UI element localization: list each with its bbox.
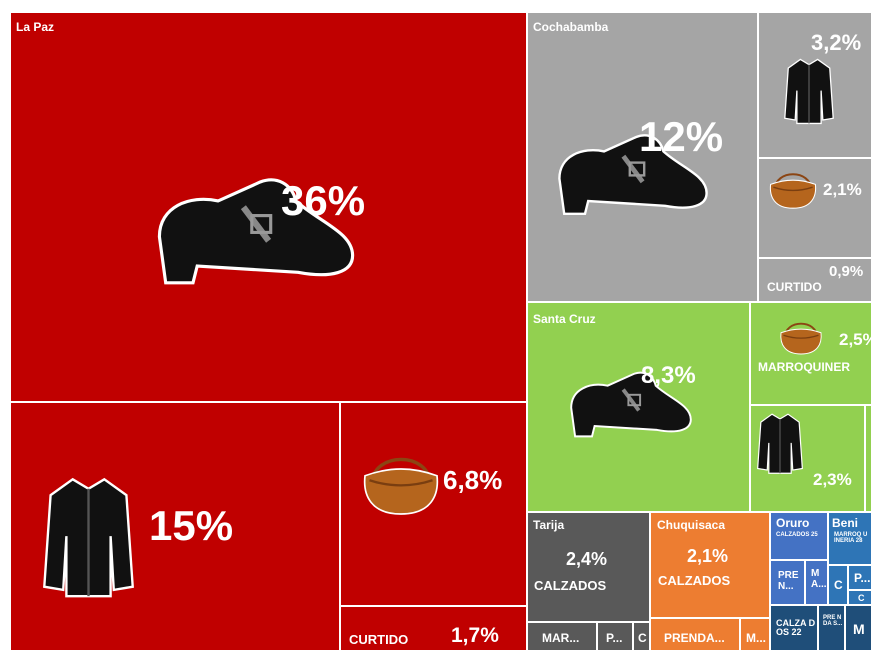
leaf-label: CALZA DOS 22 [776,619,816,638]
treemap-cell: M A... [805,560,828,605]
group-name: Beni [832,516,858,530]
treemap-chart: 36% 15% 6,8% 1,7% CURTIDO 12% 3,2% 2,1% 0,9% CURT… [0,0,872,651]
leaf-label: C [638,632,647,645]
value-label: 12% [639,115,723,159]
value-label: 3,2% [811,31,861,54]
treemap-cell: 8,3% [527,302,750,512]
leaf-label: M A... [811,569,827,590]
treemap-cell: 12% [527,12,758,302]
group-name: Oruro [776,516,809,530]
leaf-label: P... [854,572,870,585]
value-label: 2,3% [813,471,852,489]
group-name: Cochabamba [533,20,608,34]
leaf-label: CALZADOS 25 [776,532,821,538]
value-label: 2,5% [839,331,872,349]
group-name: Tarija [533,518,564,532]
bag-icon [356,451,446,519]
leaf-label: MARROQUINER [758,361,850,374]
leaf-label: P... [606,632,622,645]
treemap-cell: P... [597,622,633,651]
treemap-cell: 36% [10,12,527,402]
group-name: Chuquisaca [657,518,725,532]
leaf-label: C [834,579,843,592]
value-label: 2,4% [566,550,607,569]
treemap-cell: P... [848,565,872,590]
leaf-label: M [853,622,865,637]
leaf-label: CALZADOS [658,574,730,588]
treemap-cell [865,405,872,512]
leaf-label: CALZADOS [534,579,606,593]
treemap-cell: 0,9% CURTIDO [758,258,872,302]
treemap-cell: C [828,565,848,605]
treemap-cell: M [845,605,872,651]
leaf-label: CURTIDO [767,281,822,294]
leaf-label: MAR... [542,632,579,645]
leaf-label: CURTIDO [349,633,408,647]
bag-icon [765,169,821,211]
bag-icon [776,319,826,357]
value-label: 1,7% [451,625,499,647]
value-label: 2,1% [823,181,862,199]
group-name: Santa Cruz [533,312,596,326]
group-name: La Paz [16,20,54,34]
treemap-cell: MAR... [527,622,597,651]
value-label: 0,9% [829,264,863,280]
treemap-cell: 3,2% [758,12,872,158]
treemap-cell: 2,3% [750,405,865,512]
value-label: 2,1% [687,547,728,566]
treemap-cell: M... [740,618,770,651]
treemap-cell: 2,1% [758,158,872,258]
leaf-label: PRE NDA S... [823,615,843,628]
jacket-icon [783,56,835,125]
value-label: 36% [281,179,365,223]
treemap-cell: PRENDA... [650,618,740,651]
treemap-cell: C [633,622,650,651]
treemap-cell: CALZA DOS 22 [770,605,818,651]
treemap-cell: 2,5% MARROQUINER [750,302,872,405]
treemap-cell: PRE N... [770,560,805,605]
value-label: 15% [149,504,233,548]
treemap-cell: 1,7% CURTIDO [340,606,527,651]
treemap-cell: 6,8% [340,402,527,606]
leaf-label: PRENDA... [664,632,725,645]
treemap-cell: C [848,590,872,605]
value-label: 6,8% [443,467,502,494]
jacket-icon [41,473,136,599]
treemap-cell: PRE NDA S... [818,605,845,651]
value-label: 8,3% [641,363,696,388]
leaf-label: PRE N... [778,571,804,592]
leaf-label: C [858,594,865,603]
jacket-icon [756,411,804,475]
leaf-label: M... [746,632,766,645]
treemap-cell: 15% [10,402,340,651]
leaf-label: MARROQ UINERIA 28 [834,532,868,545]
